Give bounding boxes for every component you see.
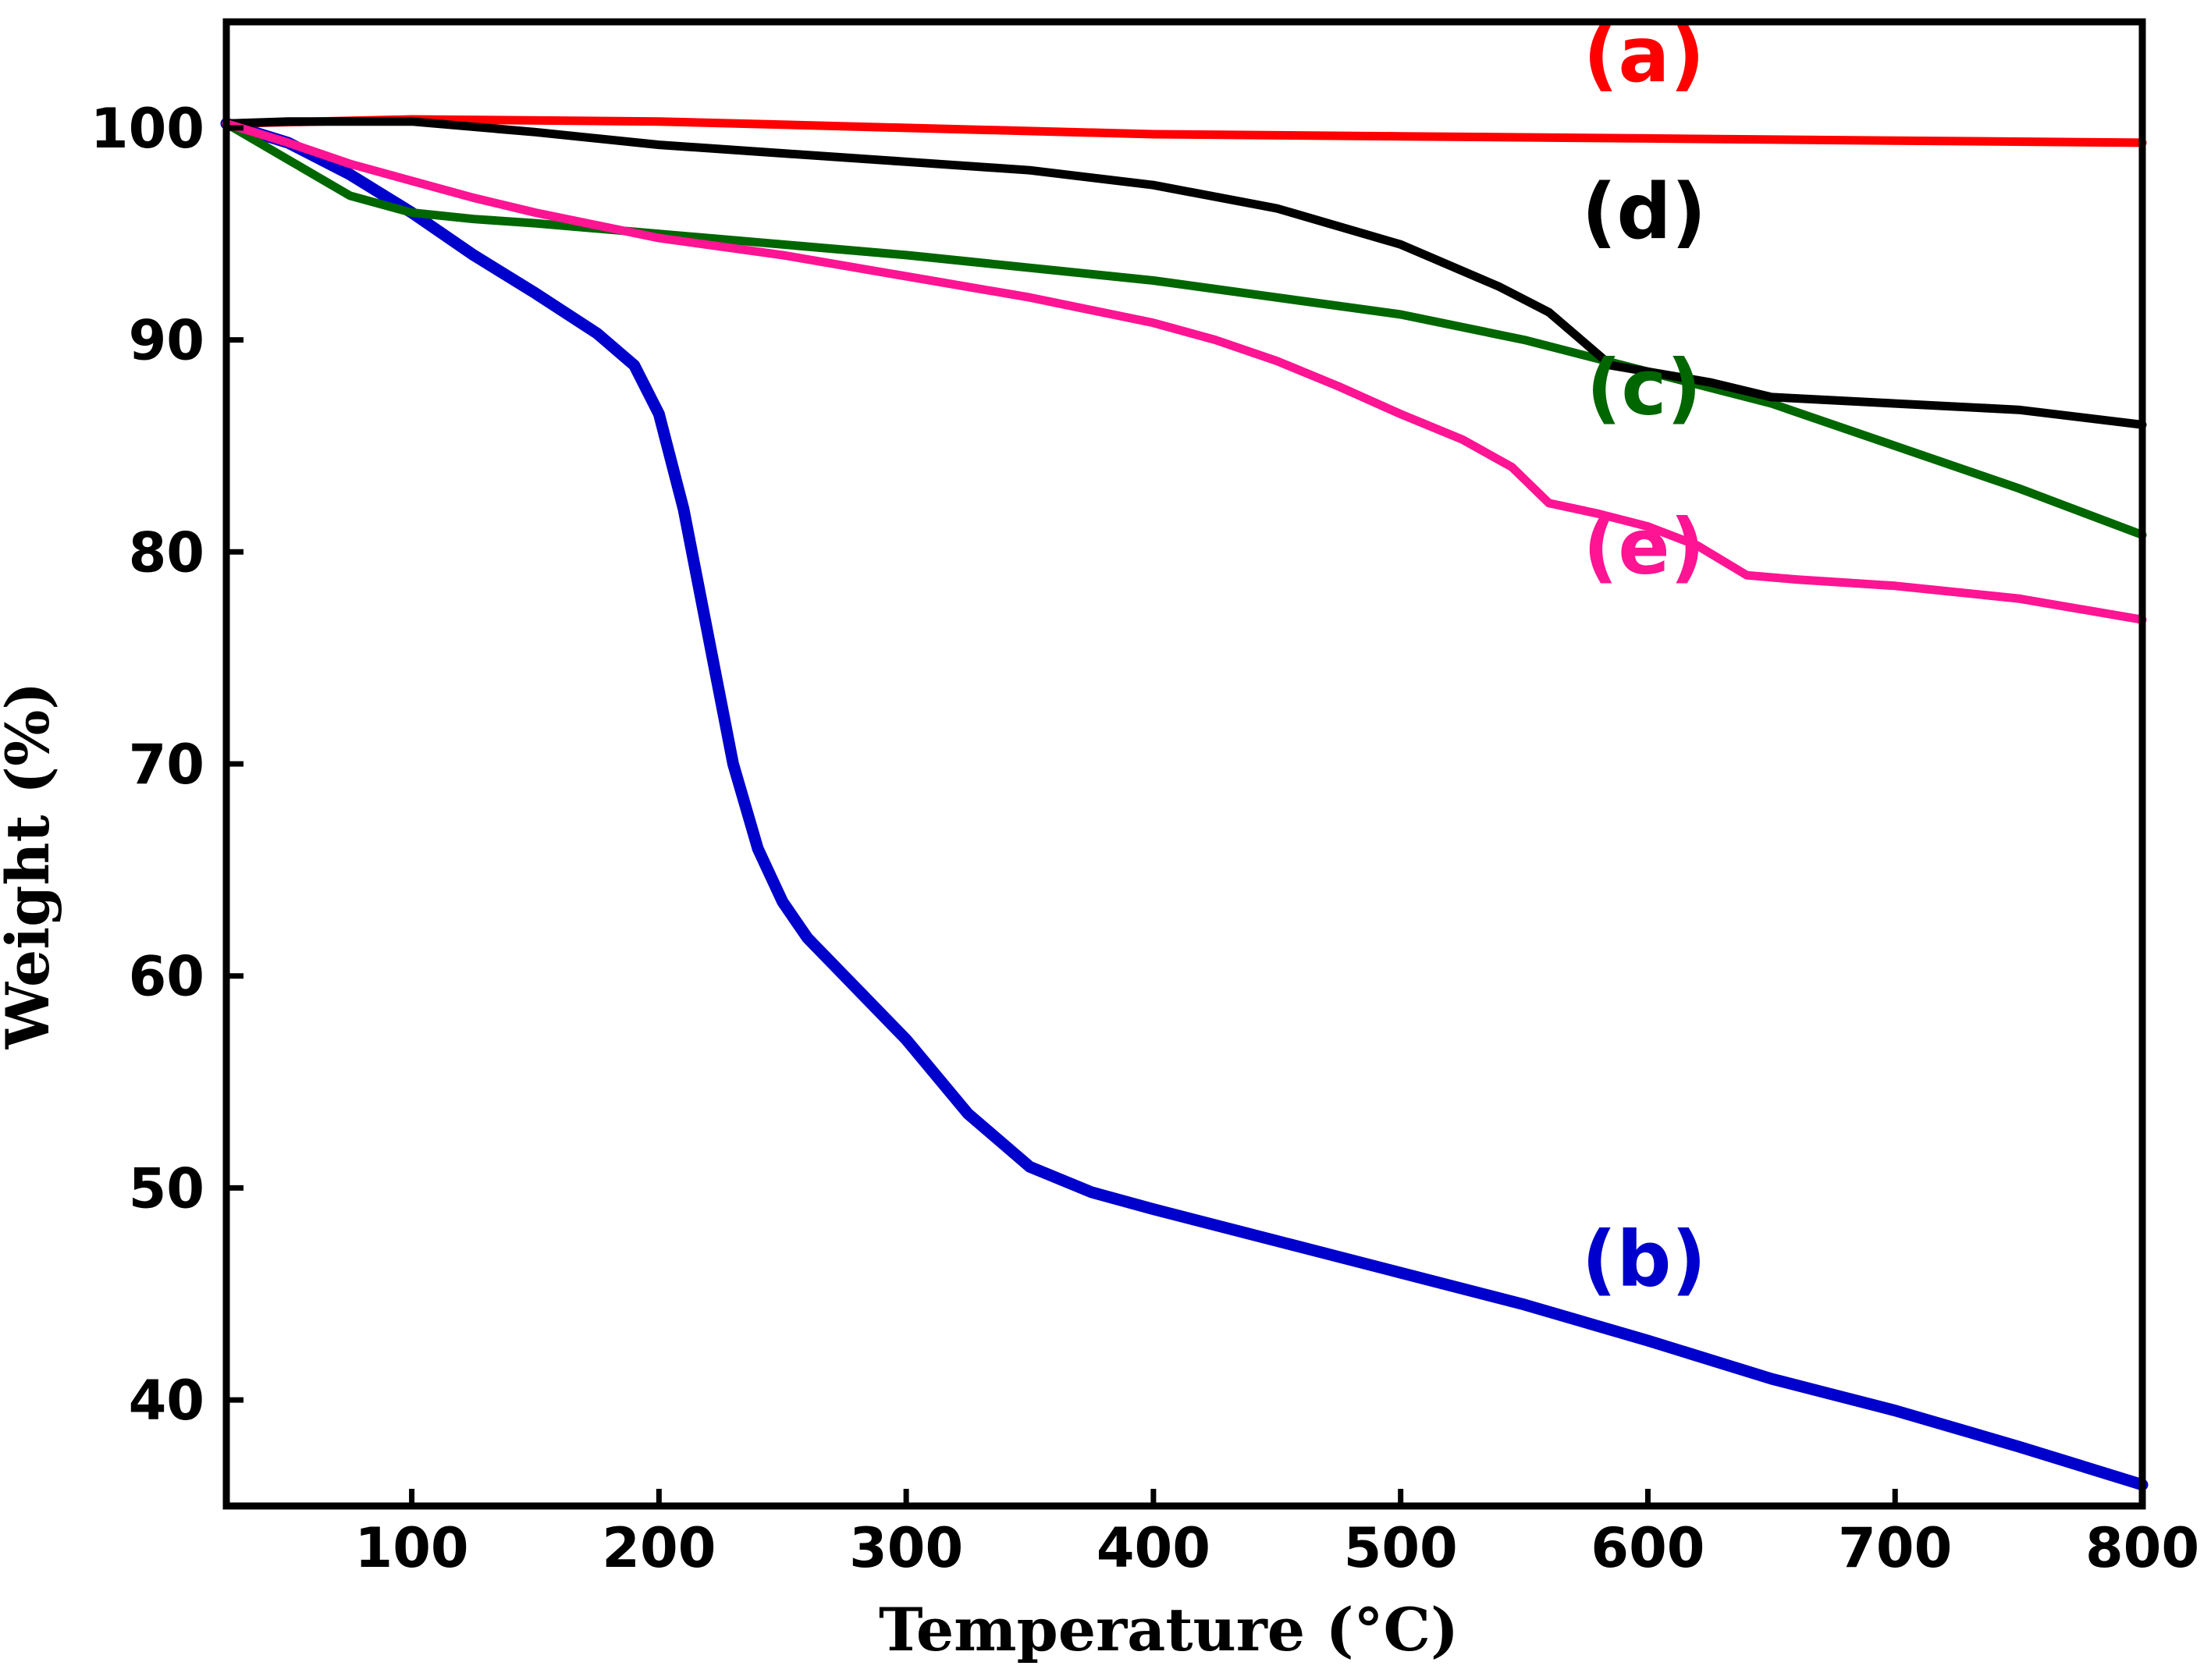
x-tick-label: 500: [1344, 1516, 1458, 1580]
y-axis-ticks: 40 50 60 70 80 90 100: [91, 97, 243, 1433]
series-label-b: (b): [1582, 1215, 1707, 1304]
y-tick-label: 60: [129, 945, 204, 1009]
y-tick-label: 80: [129, 520, 204, 584]
y-tick-label: 50: [129, 1156, 204, 1220]
x-axis-ticks: 100 200 300 400 500 600 700 800: [355, 1489, 2199, 1580]
series-line-e: [222, 119, 2147, 624]
x-tick-label: 100: [355, 1516, 469, 1580]
series-label-e: (e): [1583, 503, 1704, 591]
series-label-a: (a): [1584, 11, 1705, 100]
x-tick-label: 600: [1591, 1516, 1704, 1580]
y-tick-label: 100: [91, 97, 204, 161]
annotation-group: (a) (d) (c) (e) (b): [1582, 11, 1707, 1304]
x-tick-label: 300: [849, 1516, 963, 1580]
series-label-c: (c): [1587, 344, 1702, 433]
y-tick-label: 70: [129, 733, 204, 797]
series-line-a: [222, 115, 2147, 147]
x-tick-label: 800: [2085, 1516, 2199, 1580]
y-tick-label: 40: [129, 1369, 204, 1433]
series-group: [220, 115, 2149, 1491]
x-tick-label: 700: [1838, 1516, 1952, 1580]
x-tick-label: 200: [602, 1516, 716, 1580]
y-tick-label: 90: [129, 309, 204, 373]
series-label-d: (d): [1582, 168, 1707, 257]
x-tick-label: 400: [1097, 1516, 1210, 1580]
series-line-b: [220, 117, 2149, 1491]
series-line-c: [222, 119, 2147, 539]
x-axis-title: Temperature (°C): [879, 1595, 1459, 1664]
y-axis-title: Weight (%): [0, 682, 62, 1050]
series-line-d: [222, 117, 2147, 429]
